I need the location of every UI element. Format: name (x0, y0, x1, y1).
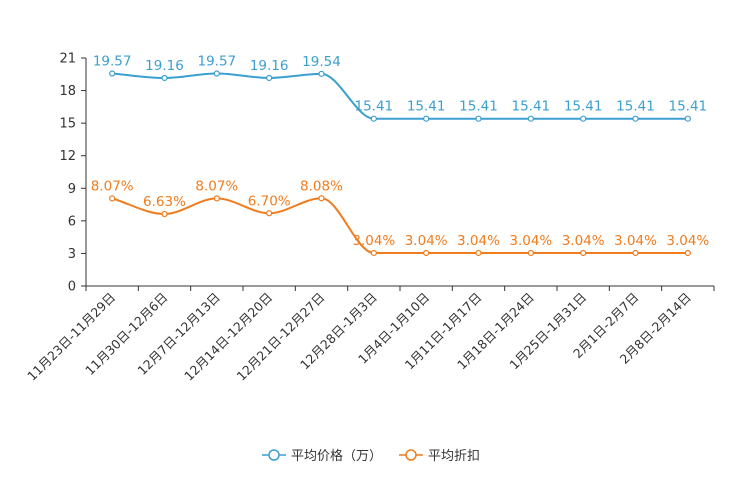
data-point[interactable] (475, 115, 482, 122)
x-tick-label: 11月23日-11月29日 (24, 290, 118, 384)
data-label: 15.41 (459, 99, 498, 115)
chart-axes (85, 58, 714, 287)
data-label: 15.41 (616, 99, 655, 115)
x-tick-label: 12月14日-12月20日 (181, 290, 275, 384)
data-point[interactable] (266, 74, 273, 82)
data-point[interactable] (423, 115, 430, 122)
data-point[interactable] (527, 115, 534, 122)
data-label: 3.04% (666, 233, 709, 249)
y-tick-label: 6 (68, 214, 76, 229)
y-tick-label: 21 (59, 52, 76, 67)
y-tick-label: 18 (59, 84, 76, 99)
y-tick-label: 0 (68, 280, 76, 295)
data-point[interactable] (475, 249, 482, 257)
y-tick-label: 3 (68, 247, 76, 262)
data-point[interactable] (161, 210, 168, 218)
data-point[interactable] (423, 249, 430, 257)
legend: 平均价格（万） 平均折扣 (262, 448, 480, 464)
data-point[interactable] (632, 115, 639, 122)
data-label: 19.57 (198, 54, 237, 70)
y-tick-label: 15 (59, 117, 76, 132)
series-discount: 8.07% 6.63% 8.07% 6.70% 8.08% 3.04% 3.04% 3.04%… (91, 178, 709, 257)
y-tick-label: 9 (68, 182, 76, 197)
data-label: 6.63% (143, 194, 186, 210)
data-label: 15.41 (407, 99, 446, 115)
series-price: 19.57 19.16 19.57 19.16 19.54 15.41 15.41 15.41… (93, 54, 707, 122)
data-point[interactable] (684, 249, 691, 257)
data-point[interactable] (161, 74, 168, 82)
legend-item-price[interactable]: 平均价格（万） (262, 448, 382, 464)
legend-discount-swatch-circle (405, 449, 417, 461)
data-point[interactable] (318, 70, 325, 77)
data-label: 15.41 (355, 99, 394, 115)
data-label: 3.04% (405, 233, 448, 249)
legend-discount-label: 平均折扣 (428, 449, 480, 464)
x-tick-label: 12月21日-12月27日 (233, 290, 327, 384)
data-point[interactable] (580, 249, 587, 257)
legend-item-discount[interactable]: 平均折扣 (399, 449, 480, 464)
data-point[interactable] (684, 115, 691, 122)
data-label: 19.16 (250, 58, 289, 74)
data-point[interactable] (213, 70, 220, 77)
data-label: 3.04% (562, 233, 605, 249)
data-label: 3.04% (509, 233, 552, 249)
data-point[interactable] (370, 115, 377, 122)
data-label: 15.41 (669, 99, 708, 115)
data-label: 15.41 (564, 99, 603, 115)
y-tick-label: 12 (59, 149, 76, 164)
data-label: 19.57 (93, 54, 132, 70)
data-label: 3.04% (352, 233, 395, 249)
data-point[interactable] (266, 210, 273, 217)
data-point[interactable] (213, 195, 220, 202)
legend-price-label: 平均价格（万） (291, 448, 382, 464)
data-point[interactable] (370, 249, 377, 257)
data-label: 15.41 (512, 99, 551, 115)
data-point[interactable] (109, 195, 116, 202)
data-point[interactable] (580, 115, 587, 122)
data-label: 8.08% (300, 178, 343, 194)
data-label: 3.04% (457, 233, 500, 249)
data-point[interactable] (109, 70, 116, 77)
data-label: 6.70% (248, 193, 291, 209)
data-label: 8.07% (195, 178, 238, 194)
legend-price-swatch-circle (268, 449, 280, 461)
data-point[interactable] (632, 249, 639, 257)
data-label: 3.04% (614, 233, 657, 249)
data-point[interactable] (318, 195, 325, 202)
data-label: 19.16 (145, 58, 184, 74)
data-label: 19.54 (302, 54, 341, 70)
data-point[interactable] (527, 249, 534, 257)
data-label: 8.07% (91, 178, 134, 194)
